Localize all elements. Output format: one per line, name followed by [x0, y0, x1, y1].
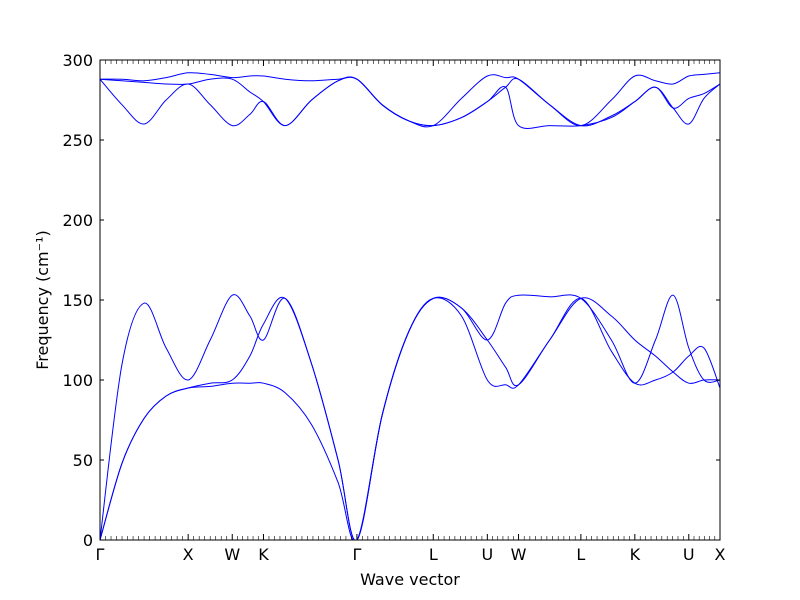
- band-line-4: [100, 76, 720, 129]
- x-tick-label: W: [511, 545, 527, 564]
- x-tick-label: X: [715, 545, 726, 564]
- x-tick-label: Γ: [352, 545, 361, 564]
- y-tick-label: 50: [73, 451, 93, 470]
- y-ticks: 0 50 100 150 200 250 300: [62, 51, 720, 550]
- y-tick-label: 200: [62, 211, 93, 230]
- series-layer: [100, 72, 720, 540]
- y-tick-label: 0: [83, 531, 93, 550]
- x-axis-label: Wave vector: [360, 570, 460, 589]
- band-line-6: [100, 72, 720, 128]
- x-tick-label: K: [630, 545, 641, 564]
- x-tick-label: U: [481, 545, 493, 564]
- x-tick-label: W: [224, 545, 240, 564]
- y-tick-label: 100: [62, 371, 93, 390]
- band-line-1: [100, 297, 720, 540]
- y-tick-label: 250: [62, 131, 93, 150]
- x-tick-label: L: [429, 545, 438, 564]
- x-tick-label: K: [258, 545, 269, 564]
- plot-frame: [99, 59, 721, 541]
- x-tick-label: X: [183, 545, 194, 564]
- y-tick-label: 150: [62, 291, 93, 310]
- band-line-5: [100, 76, 720, 127]
- x-tick-label: U: [683, 545, 695, 564]
- band-line-3: [100, 294, 720, 540]
- y-tick-label: 300: [62, 51, 93, 70]
- x-tick-label: Γ: [96, 545, 105, 564]
- y-axis-label: Frequency (cm⁻¹): [33, 230, 52, 369]
- band-line-2: [100, 296, 720, 540]
- x-tick-label: L: [576, 545, 585, 564]
